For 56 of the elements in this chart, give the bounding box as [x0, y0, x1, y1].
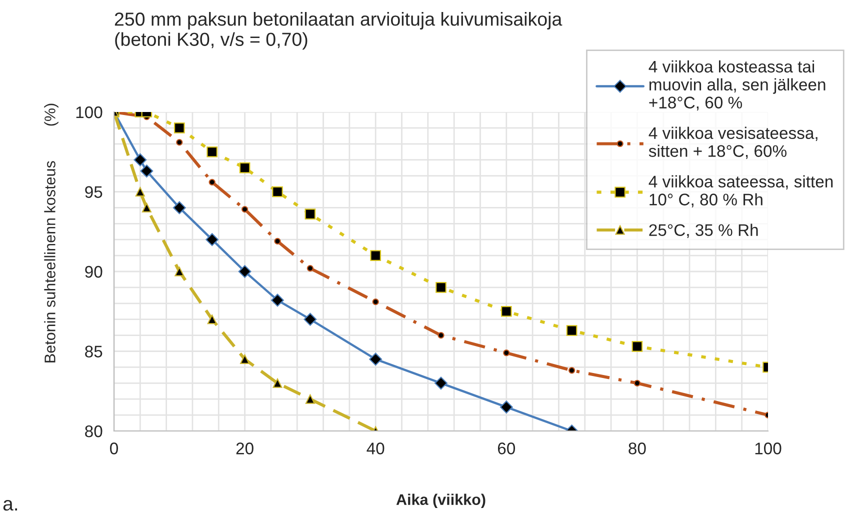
point	[142, 202, 152, 212]
x-tick-label: 60	[498, 442, 516, 454]
point	[134, 153, 147, 166]
legend-label: 4 viikkoa sateessa, sitten 10° C, 80 % Rh	[648, 175, 833, 208]
point	[207, 314, 217, 324]
point	[304, 208, 316, 220]
point	[370, 250, 382, 261]
point	[438, 332, 444, 339]
point	[500, 306, 512, 317]
point	[272, 186, 283, 198]
point	[436, 282, 446, 293]
point	[206, 233, 219, 246]
point	[206, 146, 218, 158]
y-axis-title: Betonin suhteellinenn kosteus (%)	[44, 104, 58, 362]
point	[634, 380, 641, 386]
point	[176, 138, 183, 146]
point	[241, 206, 248, 213]
legend-label: 4 viikkoa vesisateessa, sitten + 18°C, 60%	[648, 126, 818, 159]
point	[174, 122, 185, 134]
point	[274, 238, 281, 245]
x-tick-label: 0	[110, 442, 118, 454]
x-tick-label: 100	[755, 442, 782, 454]
point	[238, 265, 252, 278]
point	[369, 352, 382, 366]
point	[306, 264, 314, 272]
point	[240, 354, 250, 364]
point	[140, 164, 154, 178]
point	[566, 325, 578, 336]
point	[135, 187, 145, 196]
x-tick-label: 80	[628, 442, 646, 454]
y-tick-label: 100	[76, 106, 102, 118]
y-tick-label: 95	[85, 186, 102, 198]
text: a.	[3, 500, 17, 511]
y-tick-label: 85	[85, 346, 102, 358]
point	[208, 178, 216, 186]
point	[305, 394, 315, 404]
legend-label: 25°C, 35 % Rh	[649, 224, 758, 238]
point	[272, 378, 282, 388]
point	[503, 350, 510, 356]
point	[172, 201, 186, 214]
point	[434, 376, 448, 390]
point	[568, 367, 576, 374]
x-tick-label: 40	[366, 442, 384, 454]
y-tick-label: 90	[85, 266, 102, 278]
point	[239, 162, 250, 174]
point	[372, 298, 379, 306]
point	[271, 294, 284, 307]
point	[304, 312, 317, 326]
y-tick-label: 80	[85, 425, 102, 438]
x-tick-label: 20	[236, 442, 254, 454]
point	[500, 400, 513, 414]
point	[174, 266, 184, 276]
chart-title: 250 mm paksun betonilaatan arvioituja kuivumisaikoja (betoni K30, v/s = 0,70)	[114, 12, 562, 50]
point	[632, 341, 643, 352]
legend-label: 4 viikkoa kosteassa tai muovin alla, sen jälkeen +18°C, 60 %	[648, 60, 826, 110]
x-axis-title: Aika (viikko)	[396, 494, 486, 508]
